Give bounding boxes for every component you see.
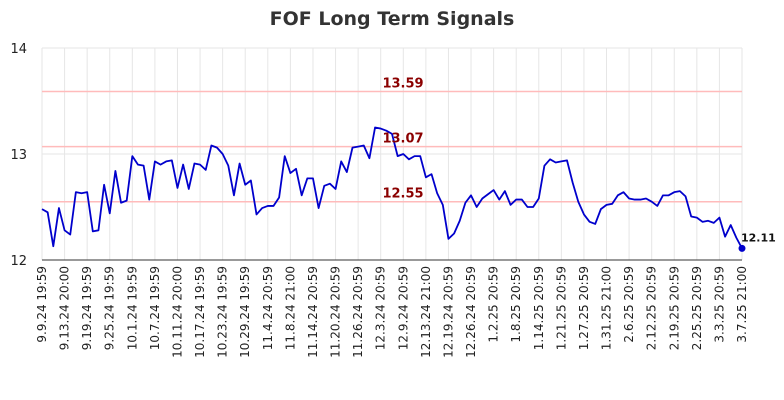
signal-lines (42, 90, 742, 203)
price-series-line (41, 126, 743, 249)
x-tick-label: 1.21.25 20:59 (554, 266, 568, 350)
x-tick-label: 2.19.25 20:59 (667, 266, 681, 350)
y-tick-label: 12 (10, 254, 27, 269)
series (41, 126, 746, 252)
x-tick-label: 11.4.24 20:59 (261, 266, 275, 350)
x-tick-label: 10.1.24 19:59 (125, 266, 139, 350)
labels: 13.59 13.07 12.55 12.11 (382, 76, 775, 244)
chart-title: FOF Long Term Signals (270, 8, 515, 30)
x-tick-label: 3.7.25 21:00 (735, 266, 749, 343)
x-tick-label: 12.9.24 20:59 (396, 266, 410, 350)
x-tick-label: 1.31.25 21:00 (600, 266, 614, 350)
last-value-label: 12.11 (741, 231, 776, 244)
x-tick-label: 9.13.24 20:00 (58, 266, 72, 350)
x-tick-label: 9.19.24 19:59 (80, 266, 94, 350)
axes: 12 13 14 9.9.24 19:59 9.13.24 20:00 9.19.24 1… (10, 42, 749, 358)
x-tick-label: 1.2.25 20:59 (487, 266, 501, 343)
x-tick-label: 9.25.24 19:59 (103, 266, 117, 350)
signal-line-label: 13.07 (382, 132, 423, 147)
x-tick-label: 9.9.24 19:59 (35, 266, 49, 343)
x-tick-label: 11.8.24 21:00 (283, 266, 297, 350)
grid (41, 47, 743, 261)
x-tick-label: 10.11.24 20:00 (170, 266, 184, 358)
x-tick-label: 10.7.24 19:59 (148, 266, 162, 350)
x-tick-label: 12.26.24 20:59 (464, 266, 478, 358)
x-tick-label: 2.12.25 20:59 (645, 266, 659, 350)
x-tick-label: 1.27.25 20:59 (577, 266, 591, 350)
x-tick-label: 10.17.24 19:59 (193, 266, 207, 358)
x-tick-label: 12.19.24 20:59 (441, 266, 455, 358)
x-tick-label: 1.8.25 20:59 (509, 266, 523, 343)
x-tick-label: 2.6.25 20:59 (622, 266, 636, 343)
y-tick-label: 13 (10, 148, 27, 163)
x-tick-label: 11.20.24 20:59 (329, 266, 343, 358)
x-tick-label: 12.13.24 21:00 (419, 266, 433, 358)
x-tick-label: 10.23.24 19:59 (216, 266, 230, 358)
last-point-marker (738, 244, 746, 252)
y-tick-label: 14 (10, 42, 27, 57)
x-tick-label: 2.25.25 20:59 (690, 266, 704, 350)
x-tick-label: 12.3.24 20:59 (374, 266, 388, 350)
x-tick-label: 3.3.25 20:59 (712, 266, 726, 343)
x-tick-label: 10.29.24 19:59 (238, 266, 252, 358)
x-tick-label: 1.14.25 20:59 (532, 266, 546, 350)
signal-line-label: 13.59 (382, 76, 423, 91)
x-tick-label: 11.26.24 20:59 (351, 266, 365, 358)
signal-line-label: 12.55 (382, 187, 423, 202)
x-tick-label: 11.14.24 20:59 (306, 266, 320, 358)
